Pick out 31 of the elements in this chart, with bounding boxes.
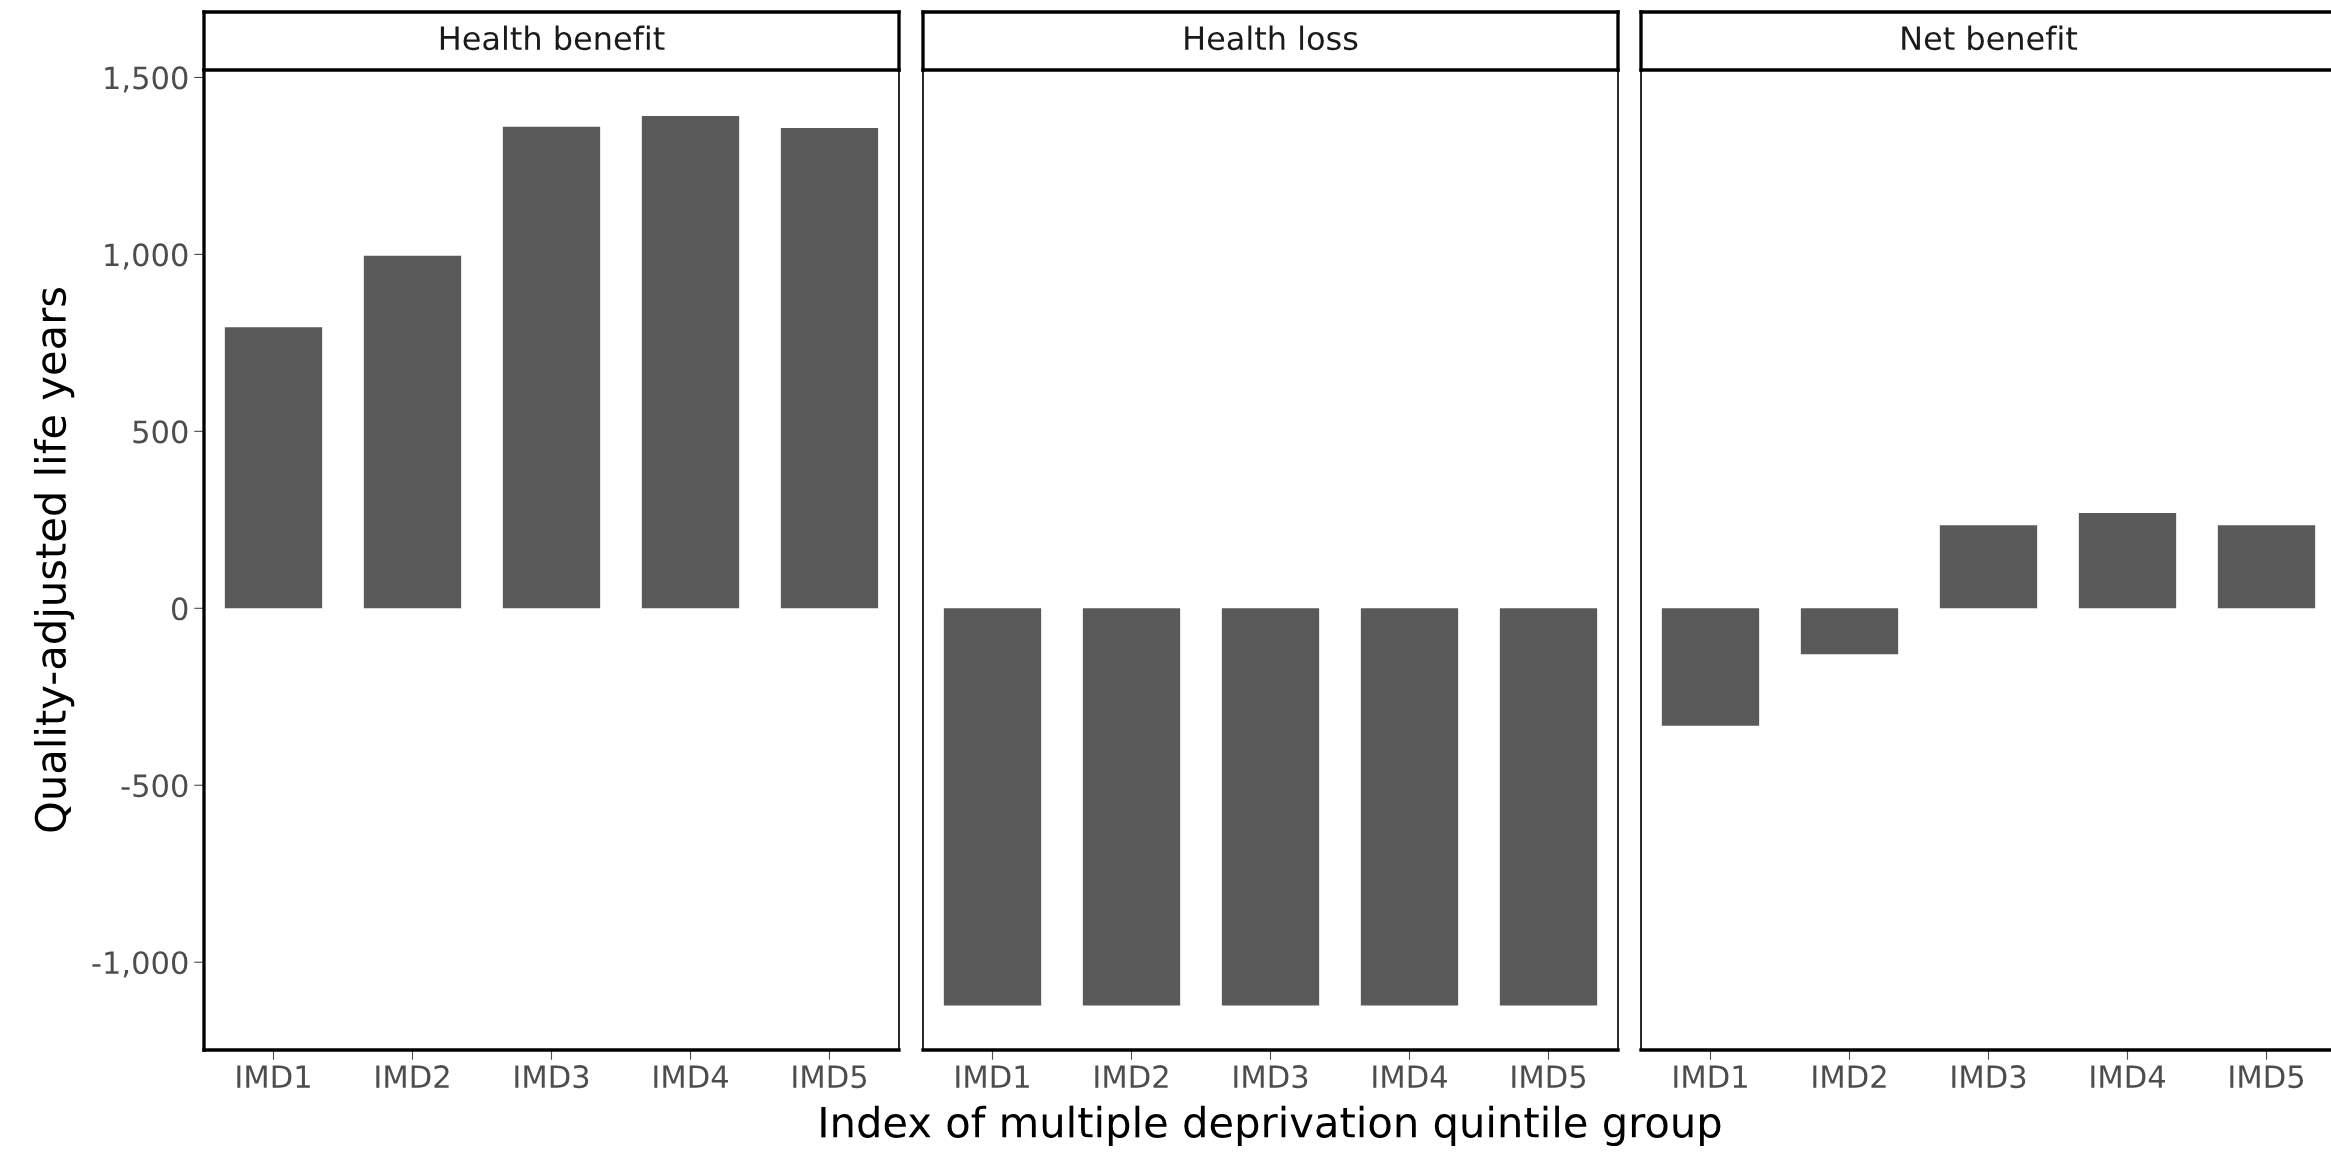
x-tick-label: IMD1: [956, 1065, 1029, 1088]
x-tick-label: IMD1: [237, 1065, 310, 1088]
x-tick-label: IMD3: [1952, 1065, 2026, 1089]
y-axis-title: Quality-adjusted life years: [33, 288, 75, 832]
x-tick-label: IMD3: [1234, 1065, 1308, 1089]
chart-title: Health loss: [1185, 25, 1358, 51]
x-tick-label: IMD1: [1674, 1065, 1747, 1088]
x-tick-label: IMD5: [2230, 1065, 2303, 1089]
x-tick-label: IMD3: [515, 1065, 589, 1089]
y-tick-label: 1,000: [105, 243, 188, 270]
x-tick-label: IMD5: [1512, 1065, 1585, 1089]
x-tick-label: IMD4: [654, 1065, 728, 1088]
x-tick-label: IMD4: [1373, 1065, 1447, 1088]
x-tick-label: IMD2: [1095, 1065, 1168, 1088]
chart-title: Health benefit: [440, 25, 665, 51]
x-tick-label: IMD2: [376, 1065, 449, 1088]
y-tick-label: -1,000: [92, 951, 188, 978]
bar: [780, 128, 879, 609]
y-tick-label: -500: [121, 774, 188, 798]
bar: [641, 116, 740, 609]
x-tick-label: IMD4: [2091, 1065, 2165, 1088]
x-tick-label: IMD2: [1813, 1065, 1886, 1088]
bar: [363, 255, 462, 609]
x-axis-title: Index of multiple deprivation quintile group: [821, 1105, 1721, 1146]
bar: [224, 327, 323, 609]
y-tick-label: 1,500: [105, 66, 188, 93]
y-tick-label: 500: [133, 420, 188, 444]
x-tick-label: IMD5: [793, 1065, 866, 1089]
bar: [502, 126, 601, 609]
y-tick-label: 0: [171, 597, 188, 621]
chart-title: Net benefit: [1902, 25, 2078, 51]
